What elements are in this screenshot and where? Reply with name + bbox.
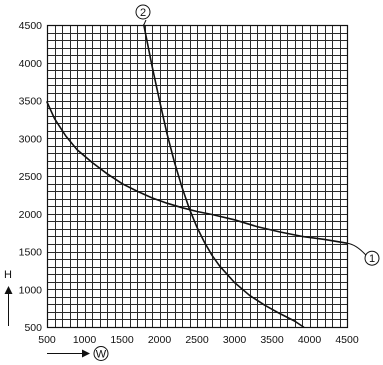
x-tick-label-2: 1500: [110, 334, 134, 346]
y-tick-label-0: 500: [24, 322, 42, 334]
y-tick-label-5: 3000: [19, 133, 43, 145]
curve-2-marker-label: 2: [140, 7, 146, 19]
x-tick-label-7: 4000: [298, 334, 322, 346]
y-tick-label-1: 1000: [19, 284, 43, 296]
x-tick-label-6: 3500: [260, 334, 284, 346]
x-axis-label-circle: [93, 346, 109, 361]
curve-1: [46, 101, 348, 244]
y-tick-label-3: 2000: [19, 209, 43, 221]
tick-labels: 500 1000 1500 2000 2500 3000 3500 4000 4500 500 10…: [19, 20, 359, 346]
y-tick-label-7: 4000: [19, 58, 43, 70]
curve-1-leader: [346, 242, 367, 256]
x-tick-label-5: 3000: [223, 334, 247, 346]
curve-1-marker-label: 1: [369, 253, 375, 265]
curve-1-marker: [364, 250, 380, 266]
y-tick-label-2: 1500: [19, 247, 43, 259]
curve-2-leader: [143, 19, 147, 26]
x-tick-label-4: 2500: [185, 334, 209, 346]
axis-decorations: 1 2 H W: [4, 4, 380, 361]
y-axis-label: H: [4, 269, 12, 281]
x-tick-label-3: 2000: [148, 334, 172, 346]
x-tick-label-8: 4500: [335, 334, 359, 346]
y-tick-label-6: 3500: [19, 96, 43, 108]
y-tick-label-8: 4500: [19, 20, 43, 32]
curve-2: [143, 24, 305, 328]
curves: [46, 24, 348, 328]
curve-2-marker: [135, 4, 151, 20]
x-axis-label: W: [96, 349, 107, 361]
y-tick-label-4: 2500: [19, 171, 43, 183]
x-tick-label-1: 1000: [73, 334, 97, 346]
plot-grid: [46, 24, 349, 329]
plot-frame: [46, 24, 349, 329]
x-tick-label-0: 500: [38, 334, 56, 346]
